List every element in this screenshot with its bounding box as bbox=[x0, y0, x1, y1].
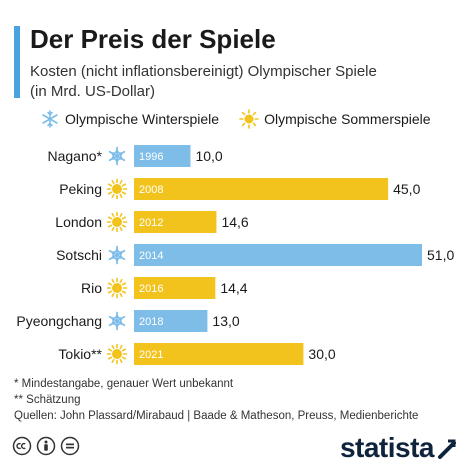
category-label-3: Sotschi bbox=[56, 247, 102, 263]
bar-year-label-6: 2021 bbox=[139, 349, 163, 361]
category-label-5: Pyeongchang bbox=[16, 313, 102, 329]
bar-year-label-2: 2012 bbox=[139, 217, 163, 229]
snowflake-icon-5 bbox=[108, 311, 126, 331]
bar-2 bbox=[134, 211, 217, 233]
subtitle-line-1: Kosten (nicht inflationsbereinigt) Olymp… bbox=[30, 63, 377, 80]
footnote-1: * Mindestangabe, genauer Wert unbekannt bbox=[14, 378, 234, 390]
sun-icon-4 bbox=[106, 277, 128, 299]
bar-value-label-6: 30,0 bbox=[308, 346, 335, 362]
category-label-6: Tokio** bbox=[58, 346, 102, 362]
sun-icon bbox=[239, 109, 259, 129]
bar-value-label-1: 45,0 bbox=[393, 181, 420, 197]
bar-year-label-0: 1996 bbox=[139, 151, 163, 163]
statista-logo[interactable]: statista bbox=[340, 432, 456, 464]
title-accent-bar bbox=[14, 26, 20, 98]
brand-name: statista bbox=[339, 432, 435, 463]
bar-value-label-0: 10,0 bbox=[195, 148, 222, 164]
equals-icon[interactable] bbox=[60, 436, 80, 456]
legend-label-winter: Olympische Winterspiele bbox=[65, 111, 220, 127]
bar-0 bbox=[134, 145, 191, 167]
chart-legend: Olympische Winterspiele Olympische Somme… bbox=[40, 108, 451, 130]
footer: statista bbox=[0, 428, 474, 474]
chart-subtitle: Kosten (nicht inflationsbereinigt) Olymp… bbox=[30, 62, 460, 102]
bar-3 bbox=[134, 244, 422, 266]
snowflake-icon-3 bbox=[108, 245, 126, 265]
sun-icon-1 bbox=[106, 178, 128, 200]
bar-year-label-4: 2016 bbox=[139, 283, 163, 295]
bar-5 bbox=[134, 310, 208, 332]
footnote-2: ** Schätzung bbox=[14, 394, 81, 406]
bar-year-label-5: 2018 bbox=[139, 316, 163, 328]
statista-mark-icon bbox=[438, 439, 456, 459]
bar-chart: Nagano* 1996 10,0 Peking 2008 45,0 London 2012 1… bbox=[16, 145, 454, 365]
snowflake-icon-0 bbox=[108, 146, 126, 166]
legend-item-winter: Olympische Winterspiele bbox=[40, 109, 219, 129]
bar-value-label-5: 13,0 bbox=[212, 313, 239, 329]
category-label-2: London bbox=[55, 214, 102, 230]
sources-note: Quellen: John Plassard/Mirabaud | Baade … bbox=[14, 410, 419, 422]
license-icons[interactable] bbox=[12, 436, 84, 456]
bar-value-label-3: 51,0 bbox=[427, 247, 454, 263]
sun-icon-6 bbox=[106, 343, 128, 365]
snowflake-icon bbox=[42, 110, 58, 128]
bar-value-label-4: 14,4 bbox=[220, 280, 247, 296]
category-label-1: Peking bbox=[59, 181, 102, 197]
chart-title: Der Preis der Spiele bbox=[30, 24, 276, 54]
bar-year-label-1: 2008 bbox=[139, 184, 163, 196]
subtitle-line-2: (in Mrd. US-Dollar) bbox=[30, 83, 156, 100]
sun-icon-2 bbox=[106, 211, 128, 233]
category-label-4: Rio bbox=[81, 280, 102, 296]
category-label-0: Nagano* bbox=[48, 148, 103, 164]
bar-6 bbox=[134, 343, 304, 365]
bar-4 bbox=[134, 277, 216, 299]
bar-1 bbox=[134, 178, 389, 200]
bar-year-label-3: 2014 bbox=[139, 250, 163, 262]
legend-label-summer: Olympische Sommerspiele bbox=[264, 111, 431, 127]
cc-icon[interactable] bbox=[12, 436, 32, 456]
bar-value-label-2: 14,6 bbox=[221, 214, 248, 230]
footnotes: * Mindestangabe, genauer Wert unbekannt … bbox=[14, 376, 418, 424]
by-icon[interactable] bbox=[36, 436, 56, 456]
legend-item-summer: Olympische Sommerspiele bbox=[239, 109, 431, 129]
